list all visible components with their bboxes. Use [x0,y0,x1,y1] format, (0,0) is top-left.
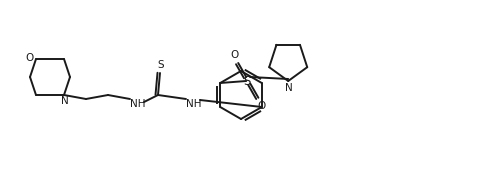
Text: NH: NH [130,99,146,109]
Text: NH: NH [186,99,202,109]
Text: O: O [257,101,265,111]
Text: S: S [158,60,164,70]
Text: N: N [285,83,293,93]
Text: N: N [61,96,69,106]
Text: O: O [25,53,33,63]
Text: O: O [230,50,238,60]
Text: S: S [244,74,251,88]
